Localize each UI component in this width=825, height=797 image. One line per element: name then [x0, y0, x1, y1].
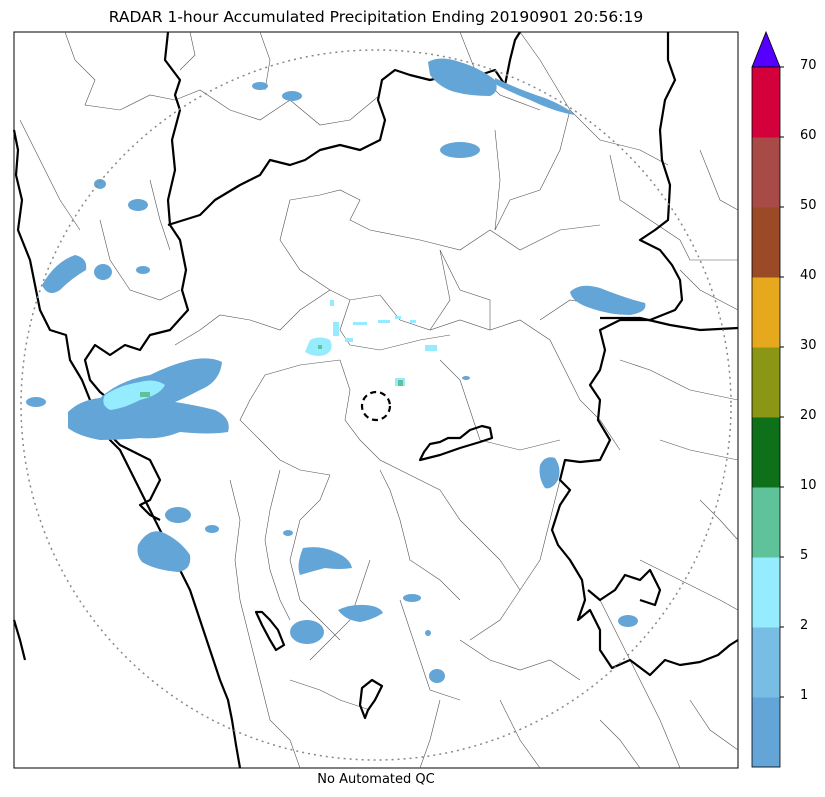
colorbar-bin [752, 487, 780, 558]
radar-site-marker [360, 390, 392, 422]
colorbar-bin [752, 697, 780, 768]
colorbar-tick-label: 20 [800, 408, 817, 423]
colorbar-tick-label: 60 [800, 128, 817, 143]
map-title: RADAR 1-hour Accumulated Precipitation E… [108, 8, 644, 26]
colorbar-tick-label: 50 [800, 198, 817, 213]
colorbar-bin [752, 207, 780, 278]
colorbar-tick-label: 5 [800, 548, 809, 563]
colorbar-bin [752, 627, 780, 698]
colorbar-tick-label: 1 [800, 688, 809, 703]
colorbar-bin [752, 417, 780, 488]
colorbar-tick-label: 40 [800, 268, 817, 283]
colorbar-tick-label: 30 [800, 338, 817, 353]
state-boundaries [12, 31, 739, 769]
qc-note: No Automated QC [317, 772, 435, 787]
colorbar-bin [752, 137, 780, 208]
radar-range-ring [20, 49, 732, 761]
colorbar-extend-triangle [751, 30, 781, 68]
colorbar-bin [752, 557, 780, 628]
colorbar-tick-label: 70 [800, 58, 817, 73]
colorbar-tick-label: 2 [800, 618, 809, 633]
colorbar-bin [752, 277, 780, 348]
colorbar-bin [752, 347, 780, 418]
colorbar [751, 30, 784, 768]
precipitation-echoes [26, 58, 646, 683]
colorbar-tick-label: 10 [800, 478, 817, 493]
colorbar-bin [752, 67, 780, 138]
